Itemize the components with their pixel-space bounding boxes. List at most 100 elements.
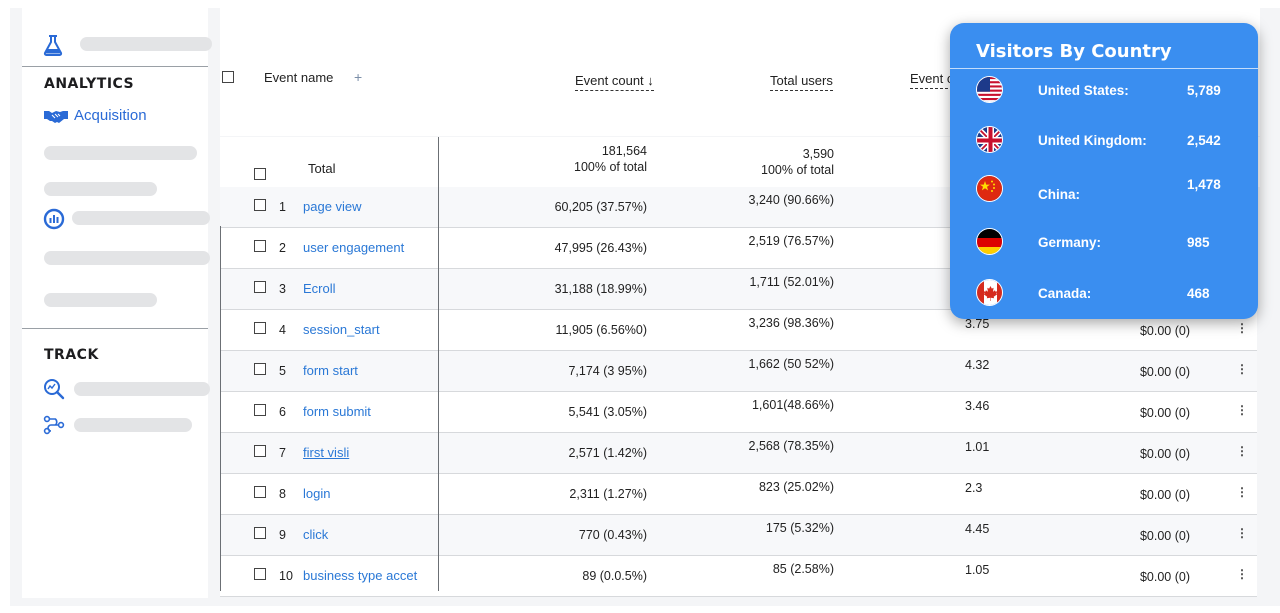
event-count-cell: 89 (0.0.5%): [582, 569, 647, 583]
country-row: United States: 5,789: [976, 74, 1236, 104]
row-number: 7: [279, 446, 286, 460]
row-checkbox[interactable]: [254, 363, 266, 375]
total-users-cell: 3,236 (98.36%): [748, 316, 834, 330]
country-name: Germany:: [1038, 235, 1102, 250]
total-users-cell: 85 (2.58%): [772, 562, 834, 576]
event-count-per-user-cell: 4.45: [965, 522, 990, 536]
event-count-cell: 5,541 (3.05%): [568, 405, 647, 419]
section-track-heading: TRACK: [44, 347, 99, 363]
chart-circle-icon[interactable]: [43, 208, 65, 235]
total-users-share: 100% of total: [761, 163, 834, 177]
event-count-cell: 2,571 (1.42%): [568, 446, 647, 460]
row-menu-icon[interactable]: ⋮: [1236, 321, 1248, 335]
sidebar-item-acquisition[interactable]: Acquisition: [74, 107, 147, 124]
country-value: 985: [1187, 235, 1210, 250]
row-menu-icon[interactable]: ⋮: [1236, 526, 1248, 540]
row-menu-icon[interactable]: ⋮: [1236, 444, 1248, 458]
table-row[interactable]: 8 login 2,311 (1.27%) 823 (25.02%) 2.3 $0.00 …: [220, 474, 1257, 515]
sidebar-divider: [22, 66, 208, 67]
popup-title: Visitors By Country: [976, 41, 1172, 62]
total-users: 3,590: [802, 147, 834, 161]
total-event-count-share: 100% of total: [574, 160, 647, 174]
row-menu-icon[interactable]: ⋮: [1236, 485, 1248, 499]
add-dimension-button[interactable]: +: [354, 69, 363, 85]
row-checkbox[interactable]: [254, 281, 266, 293]
flask-icon[interactable]: [43, 34, 63, 61]
country-row: Canada: 468: [976, 277, 1236, 307]
event-name-link[interactable]: login: [303, 486, 331, 501]
event-name-link[interactable]: Ecroll: [303, 281, 336, 296]
country-row: Germany: 985: [976, 226, 1236, 256]
event-count-per-user-cell: 3.75: [965, 317, 990, 331]
row-checkbox[interactable]: [254, 404, 266, 416]
table-row[interactable]: 9 click 770 (0.43%) 175 (5.32%) 4.45 $0.00 (0…: [220, 515, 1257, 556]
event-count-per-user-cell: 4.32: [965, 358, 990, 372]
revenue-cell: $0.00 (0): [1139, 570, 1190, 584]
table-row[interactable]: 7 first visli 2,571 (1.42%) 2,568 (78.35%) 1…: [220, 433, 1257, 474]
total-users-cell: 1,601(48.66%): [751, 398, 834, 412]
row-checkbox[interactable]: [254, 199, 266, 211]
row-checkbox[interactable]: [254, 568, 266, 580]
row-number: 10: [279, 569, 293, 583]
column-header-event-name[interactable]: Event name: [264, 70, 334, 85]
row-checkbox[interactable]: [254, 445, 266, 457]
revenue-cell: $0.00 (0): [1139, 324, 1190, 338]
row-checkbox[interactable]: [254, 486, 266, 498]
placeholder-bar: [44, 146, 197, 160]
column-header-total-users[interactable]: Total users: [770, 73, 833, 91]
revenue-cell: $0.00 (0): [1139, 488, 1190, 502]
revenue-cell: $0.00 (0): [1139, 406, 1190, 420]
select-all-checkbox[interactable]: [222, 71, 234, 83]
popup-divider: [950, 68, 1258, 69]
country-name: United Kingdom:: [1038, 133, 1147, 148]
revenue-cell: $0.00 (0): [1139, 447, 1190, 461]
column-header-event-count[interactable]: Event count ↓: [575, 73, 654, 91]
total-users-cell: 1,662 (50 52%): [748, 357, 834, 371]
country-value: 2,542: [1187, 133, 1221, 148]
total-users-cell: 823 (25.02%): [758, 480, 834, 494]
country-name: United States:: [1038, 83, 1129, 98]
table-left-border: [220, 226, 221, 591]
event-name-link[interactable]: click: [303, 527, 329, 542]
row-number: 9: [279, 528, 286, 542]
total-label: Total: [308, 161, 336, 176]
event-name-link[interactable]: page view: [303, 199, 362, 214]
event-name-link[interactable]: form submit: [303, 404, 371, 419]
event-name-link[interactable]: form start: [303, 363, 358, 378]
event-count-cell: 7,174 (3 95%): [568, 364, 647, 378]
visitors-by-country-popup: Visitors By Country United States: 5,789 U…: [950, 23, 1258, 319]
row-checkbox[interactable]: [254, 527, 266, 539]
canada-flag-icon: [976, 278, 1003, 306]
column-header-event-count-per-user[interactable]: Event c: [910, 71, 954, 89]
row-menu-icon[interactable]: ⋮: [1236, 567, 1248, 581]
flow-path-icon[interactable]: [43, 414, 65, 441]
total-users-cell: 2,519 (76.57%): [748, 234, 834, 248]
placeholder-bar: [80, 37, 212, 51]
search-analytics-icon[interactable]: [43, 378, 65, 405]
event-name-link[interactable]: first visli: [303, 445, 350, 460]
total-checkbox[interactable]: [254, 168, 266, 180]
row-checkbox[interactable]: [254, 240, 266, 252]
placeholder-bar: [72, 211, 210, 225]
event-count-cell: 60,205 (37.57%): [554, 200, 647, 214]
china-flag-icon: [976, 174, 1003, 202]
total-users-cell: 1,711 (52.01%): [749, 275, 834, 289]
placeholder-bar: [74, 418, 192, 432]
row-checkbox[interactable]: [254, 322, 266, 334]
row-number: 4: [279, 323, 286, 337]
event-name-link[interactable]: user engagement: [303, 240, 405, 255]
section-analytics-heading: ANALYTICS: [44, 76, 135, 92]
event-count-cell: 2,311 (1.27%): [569, 487, 647, 501]
sidebar-divider: [22, 328, 208, 329]
event-count-cell: 47,995 (26.43%): [554, 241, 647, 255]
row-menu-icon[interactable]: ⋮: [1236, 403, 1248, 417]
row-menu-icon[interactable]: ⋮: [1236, 362, 1248, 376]
table-row[interactable]: 10 business type accet 89 (0.0.5%) 85 (2.58…: [220, 556, 1257, 597]
row-number: 3: [279, 282, 286, 296]
table-row[interactable]: 6 form submit 5,541 (3.05%) 1,601(48.66%) 3.…: [220, 392, 1257, 433]
country-name: China:: [1038, 187, 1080, 202]
total-users-cell: 3,240 (90.66%): [748, 193, 834, 207]
event-name-link[interactable]: business type accet: [303, 568, 418, 583]
table-row[interactable]: 5 form start 7,174 (3 95%) 1,662 (50 52%) 4.…: [220, 351, 1257, 392]
event-name-link[interactable]: session_start: [303, 322, 380, 337]
